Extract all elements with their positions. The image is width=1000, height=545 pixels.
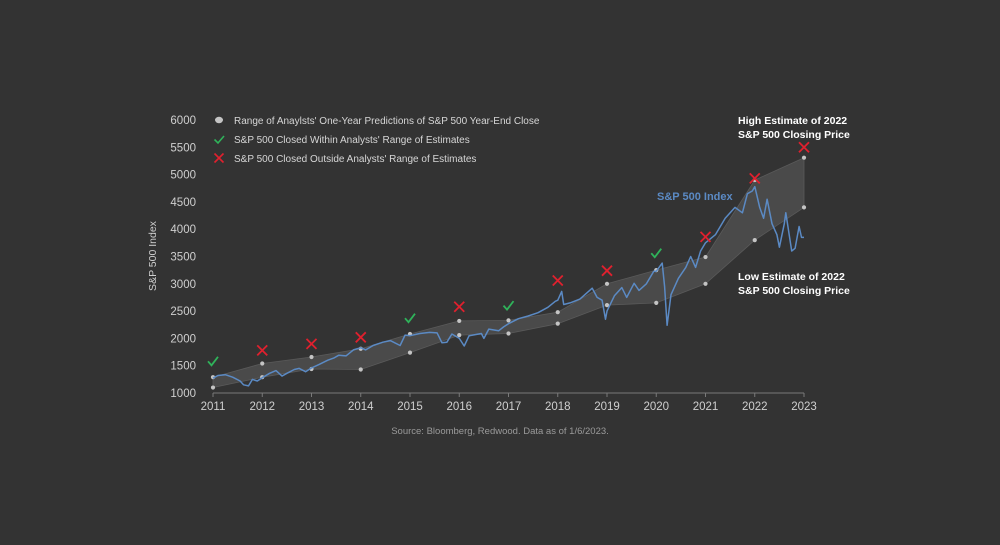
- y-tick-label: 5500: [170, 142, 196, 154]
- outside-range-cross-icon: [552, 274, 564, 287]
- y-tick-label: 4500: [170, 197, 196, 209]
- x-tick-label: 2017: [496, 401, 522, 413]
- range-low-dot: [407, 350, 413, 355]
- y-tick-label: 1500: [170, 361, 196, 373]
- outside-range-cross-icon: [256, 344, 268, 357]
- annotation-high: High Estimate of 2022 S&P 500 Closing Pr…: [738, 115, 850, 141]
- range-low-dot: [210, 385, 216, 390]
- annotation-low-line-1: Low Estimate of 2022: [738, 271, 845, 283]
- y-tick-label: 3000: [170, 279, 196, 291]
- outside-range-cross-icon: [798, 141, 810, 153]
- annotation-high-line-1: High Estimate of 2022: [738, 115, 847, 127]
- x-tick-label: 2023: [791, 401, 817, 413]
- legend-label-within: S&P 500 Closed Within Analysts' Range of…: [234, 135, 470, 146]
- range-high-dot: [801, 155, 807, 160]
- x-tick-label: 2021: [693, 401, 719, 413]
- outside-range-cross-icon: [305, 338, 318, 350]
- range-low-dot: [506, 331, 511, 336]
- range-low-dot: [801, 205, 807, 210]
- legend-item-outside: S&P 500 Closed Outside Analysts' Range o…: [213, 152, 476, 165]
- y-tick-label: 3500: [170, 252, 196, 264]
- y-tick-label: 4000: [170, 224, 196, 236]
- x-tick-label: 2016: [446, 401, 472, 413]
- range-high-dot: [506, 318, 511, 323]
- range-high-dot: [604, 281, 610, 286]
- source-note: Source: Bloomberg, Redwood. Data as of 1…: [391, 426, 609, 437]
- outside-range-cross-icon: [601, 265, 613, 277]
- range-low-dot: [654, 300, 659, 306]
- outside-range-cross-icon: [453, 301, 465, 313]
- x-tick-label: 2013: [299, 401, 325, 413]
- outcome-markers: [207, 141, 810, 367]
- x-tick-label: 2020: [643, 401, 669, 413]
- y-tick-label: 2000: [170, 333, 196, 345]
- within-range-check-icon: [502, 300, 515, 312]
- legend-cross-icon: [213, 152, 225, 164]
- x-tick-label: 2018: [545, 401, 571, 413]
- x-tick-label: 2014: [348, 401, 374, 413]
- range-high-dot: [555, 310, 560, 315]
- x-tick-label: 2011: [201, 401, 226, 413]
- outside-range-cross-icon: [749, 172, 761, 185]
- sp500-index-line: [212, 185, 804, 387]
- legend: Range of Anaylsts' One-Year Predictions …: [213, 116, 540, 165]
- annotation-low: Low Estimate of 2022 S&P 500 Closing Pri…: [738, 271, 850, 297]
- range-low-dot: [752, 238, 757, 243]
- y-tick-label: 6000: [170, 115, 196, 127]
- x-tick-label: 2022: [742, 401, 768, 413]
- x-tick-label: 2019: [594, 401, 620, 413]
- within-range-check-icon: [404, 313, 416, 324]
- x-tick-label: 2012: [249, 401, 275, 413]
- range-high-dot: [703, 254, 708, 260]
- range-high-dot: [309, 354, 314, 360]
- x-axis-ticks: 2011 2012 2013 2014 2015 2016 2017 2018 2019 2020…: [201, 393, 817, 413]
- legend-item-within: S&P 500 Closed Within Analysts' Range of…: [213, 135, 470, 146]
- y-tick-label: 1000: [170, 388, 196, 400]
- annotation-high-line-2: S&P 500 Closing Price: [738, 129, 850, 141]
- x-tick-label: 2015: [397, 401, 423, 413]
- legend-check-icon: [213, 135, 225, 145]
- annotation-low-line-2: S&P 500 Closing Price: [738, 285, 850, 297]
- y-tick-label: 2500: [170, 306, 196, 318]
- y-axis-ticks: 1000 1500 2000 2500 3000 3500 4000 4500 5000 5500…: [170, 115, 196, 400]
- range-low-dot: [555, 321, 560, 326]
- outside-range-cross-icon: [699, 231, 712, 243]
- legend-label-range: Range of Anaylsts' One-Year Predictions …: [234, 116, 540, 127]
- range-high-dot: [260, 361, 265, 366]
- legend-item-range: Range of Anaylsts' One-Year Predictions …: [215, 116, 540, 127]
- legend-label-outside: S&P 500 Closed Outside Analysts' Range o…: [234, 154, 476, 165]
- within-range-check-icon: [650, 248, 662, 259]
- range-high-dot: [457, 318, 462, 324]
- range-low-dot: [604, 302, 610, 308]
- range-low-dot: [457, 333, 462, 338]
- series-label-sp500: S&P 500 Index: [657, 191, 733, 203]
- y-tick-label: 5000: [170, 170, 196, 182]
- range-low-dot: [703, 281, 708, 286]
- outside-range-cross-icon: [355, 331, 367, 343]
- within-range-check-icon: [207, 356, 219, 367]
- legend-dot-marker: [215, 116, 223, 124]
- range-low-dot: [358, 367, 363, 372]
- y-axis-title: S&P 500 Index: [147, 220, 159, 291]
